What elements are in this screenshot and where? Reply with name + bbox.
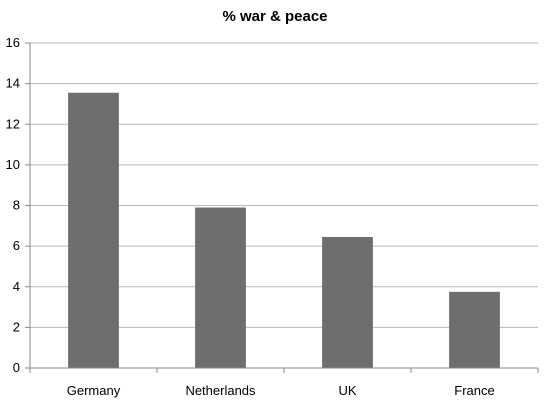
y-tick-label: 2 bbox=[13, 319, 20, 334]
y-tick-label: 14 bbox=[6, 76, 20, 91]
x-tick-label: Germany bbox=[67, 383, 121, 398]
y-tick-label: 10 bbox=[6, 157, 20, 172]
y-tick-labels: 0 2 4 6 8 10 12 14 16 bbox=[6, 35, 20, 375]
x-tick-label: France bbox=[454, 383, 494, 398]
x-tick-label: Netherlands bbox=[185, 383, 256, 398]
gridlines bbox=[30, 42, 538, 328]
y-tick-label: 12 bbox=[6, 116, 20, 131]
y-tick-label: 16 bbox=[6, 35, 20, 50]
y-tick-label: 4 bbox=[13, 279, 20, 294]
bar-germany bbox=[68, 92, 119, 368]
chart-title: % war & peace bbox=[222, 8, 328, 25]
x-tick-label: UK bbox=[338, 383, 356, 398]
y-tick-label: 0 bbox=[13, 360, 20, 375]
y-tick-label: 6 bbox=[13, 238, 20, 253]
bar-france bbox=[449, 291, 500, 368]
x-tick-labels: Germany Netherlands UK France bbox=[67, 383, 495, 398]
bars bbox=[68, 92, 500, 368]
axes bbox=[25, 42, 539, 373]
bar-netherlands bbox=[195, 207, 246, 368]
bar-uk bbox=[322, 236, 373, 368]
y-tick-label: 8 bbox=[13, 198, 20, 213]
